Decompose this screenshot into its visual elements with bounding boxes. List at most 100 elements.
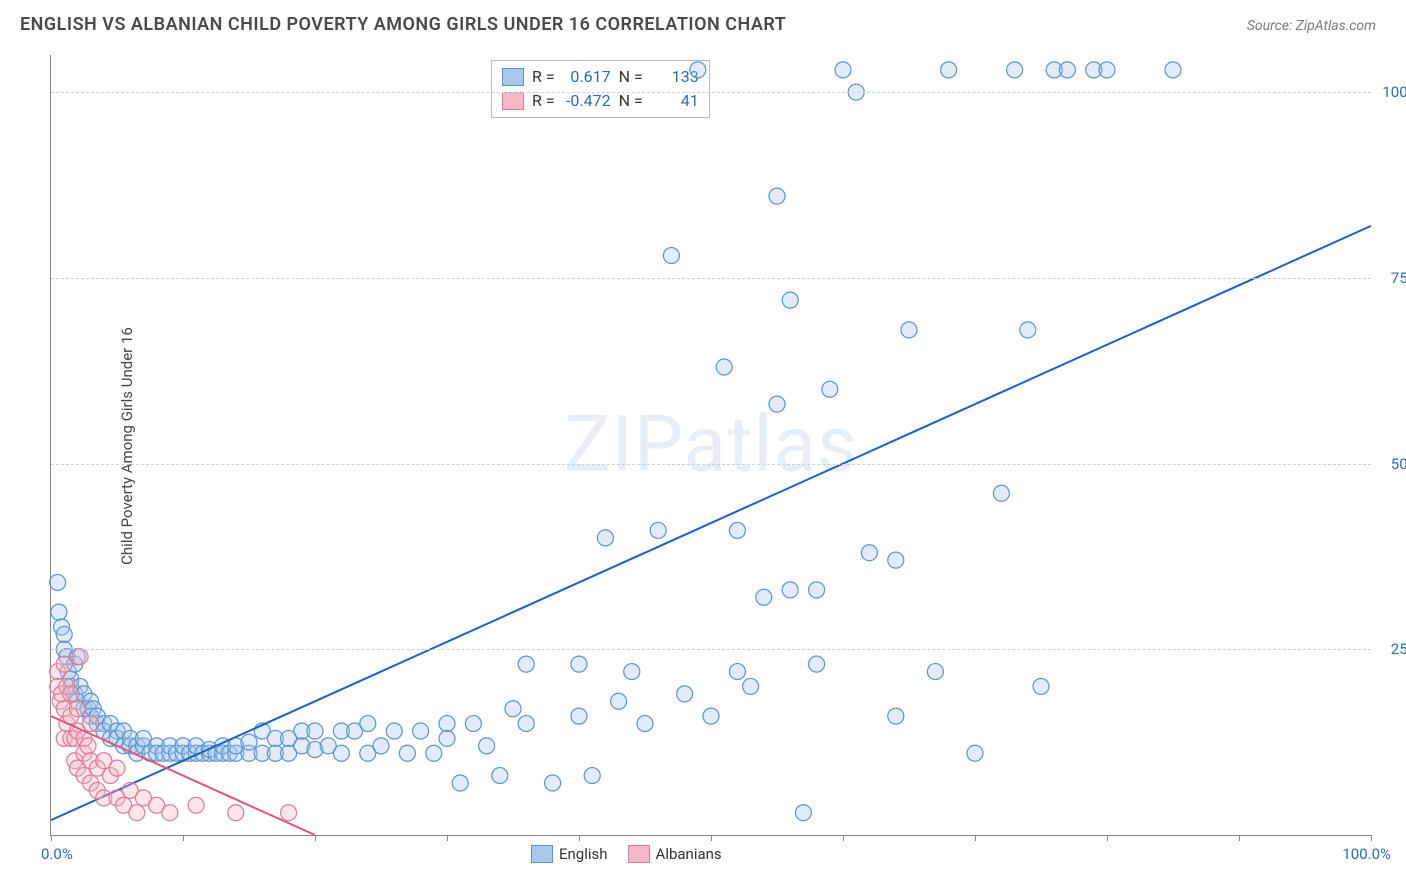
- data-point: [901, 322, 917, 338]
- data-point: [1033, 678, 1049, 694]
- data-point: [743, 678, 759, 694]
- data-point: [56, 656, 72, 672]
- data-point: [756, 589, 772, 605]
- data-point: [307, 723, 323, 739]
- y-tick-label: 100.0%: [1382, 83, 1406, 101]
- data-point: [452, 775, 468, 791]
- x-tick: [447, 835, 448, 841]
- data-point: [518, 656, 534, 672]
- data-point: [637, 716, 653, 732]
- data-point: [597, 530, 613, 546]
- data-point: [967, 745, 983, 761]
- y-tick-label: 50.0%: [1391, 455, 1406, 473]
- data-point: [1020, 322, 1036, 338]
- data-point: [360, 716, 376, 732]
- data-point: [782, 292, 798, 308]
- data-point: [611, 693, 627, 709]
- data-point: [281, 805, 297, 821]
- plot-area: ZIPatlas R = 0.617 N = 133 R = -0.472 N …: [50, 55, 1371, 836]
- swatch-english-icon: [531, 845, 553, 863]
- data-point: [888, 708, 904, 724]
- data-point: [571, 656, 587, 672]
- data-point: [129, 805, 145, 821]
- data-point: [1165, 62, 1181, 78]
- data-point: [729, 522, 745, 538]
- data-point: [465, 716, 481, 732]
- data-point: [624, 664, 640, 680]
- series-legend: English Albanians: [531, 845, 722, 863]
- data-point: [439, 730, 455, 746]
- data-point: [518, 716, 534, 732]
- data-point: [83, 716, 99, 732]
- data-point: [399, 745, 415, 761]
- data-point: [505, 701, 521, 717]
- data-point: [56, 626, 72, 642]
- data-point: [545, 775, 561, 791]
- data-point: [663, 248, 679, 264]
- data-point: [1007, 62, 1023, 78]
- y-tick-label: 25.0%: [1391, 640, 1406, 658]
- x-tick: [579, 835, 580, 841]
- x-tick: [1239, 835, 1240, 841]
- data-point: [782, 582, 798, 598]
- data-point: [109, 760, 125, 776]
- data-point: [650, 522, 666, 538]
- data-point: [439, 716, 455, 732]
- data-point: [888, 552, 904, 568]
- data-point: [51, 604, 67, 620]
- data-point: [822, 381, 838, 397]
- data-point: [373, 738, 389, 754]
- gridline: [51, 278, 1371, 279]
- x-tick: [315, 835, 316, 841]
- data-point: [386, 723, 402, 739]
- gridline: [51, 649, 1371, 650]
- data-point: [333, 745, 349, 761]
- swatch-albanians-icon: [628, 845, 650, 863]
- source-attribution: Source: ZipAtlas.com: [1247, 18, 1376, 34]
- x-tick: [711, 835, 712, 841]
- x-tick: [1107, 835, 1108, 841]
- legend-label-english: English: [559, 845, 608, 863]
- data-point: [993, 485, 1009, 501]
- data-point: [69, 701, 85, 717]
- data-point: [729, 664, 745, 680]
- x-axis-end-label: 100.0%: [1342, 845, 1391, 863]
- y-tick-label: 75.0%: [1391, 269, 1406, 287]
- data-point: [571, 708, 587, 724]
- data-point: [426, 745, 442, 761]
- data-point: [795, 805, 811, 821]
- data-point: [835, 62, 851, 78]
- data-point: [1099, 62, 1115, 78]
- data-point: [72, 649, 88, 665]
- x-tick: [843, 835, 844, 841]
- data-point: [413, 723, 429, 739]
- data-point: [63, 686, 79, 702]
- gridline: [51, 92, 1371, 93]
- data-point: [769, 188, 785, 204]
- x-tick: [51, 835, 52, 841]
- data-point: [80, 738, 96, 754]
- data-point: [927, 664, 943, 680]
- x-tick: [975, 835, 976, 841]
- data-point: [690, 62, 706, 78]
- legend-item-albanians: Albanians: [628, 845, 722, 863]
- data-point: [162, 805, 178, 821]
- chart-title: ENGLISH VS ALBANIAN CHILD POVERTY AMONG …: [20, 14, 786, 35]
- x-tick: [183, 835, 184, 841]
- data-point: [716, 359, 732, 375]
- data-point: [703, 708, 719, 724]
- data-point: [479, 738, 495, 754]
- data-point: [861, 545, 877, 561]
- data-point: [769, 396, 785, 412]
- chart-svg: [51, 55, 1371, 835]
- data-point: [809, 656, 825, 672]
- data-point: [188, 797, 204, 813]
- trend-line: [51, 226, 1371, 820]
- x-tick: [1371, 835, 1372, 841]
- x-axis-start-label: 0.0%: [41, 845, 73, 863]
- data-point: [677, 686, 693, 702]
- data-point: [228, 805, 244, 821]
- data-point: [941, 62, 957, 78]
- data-point: [492, 768, 508, 784]
- data-point: [50, 574, 66, 590]
